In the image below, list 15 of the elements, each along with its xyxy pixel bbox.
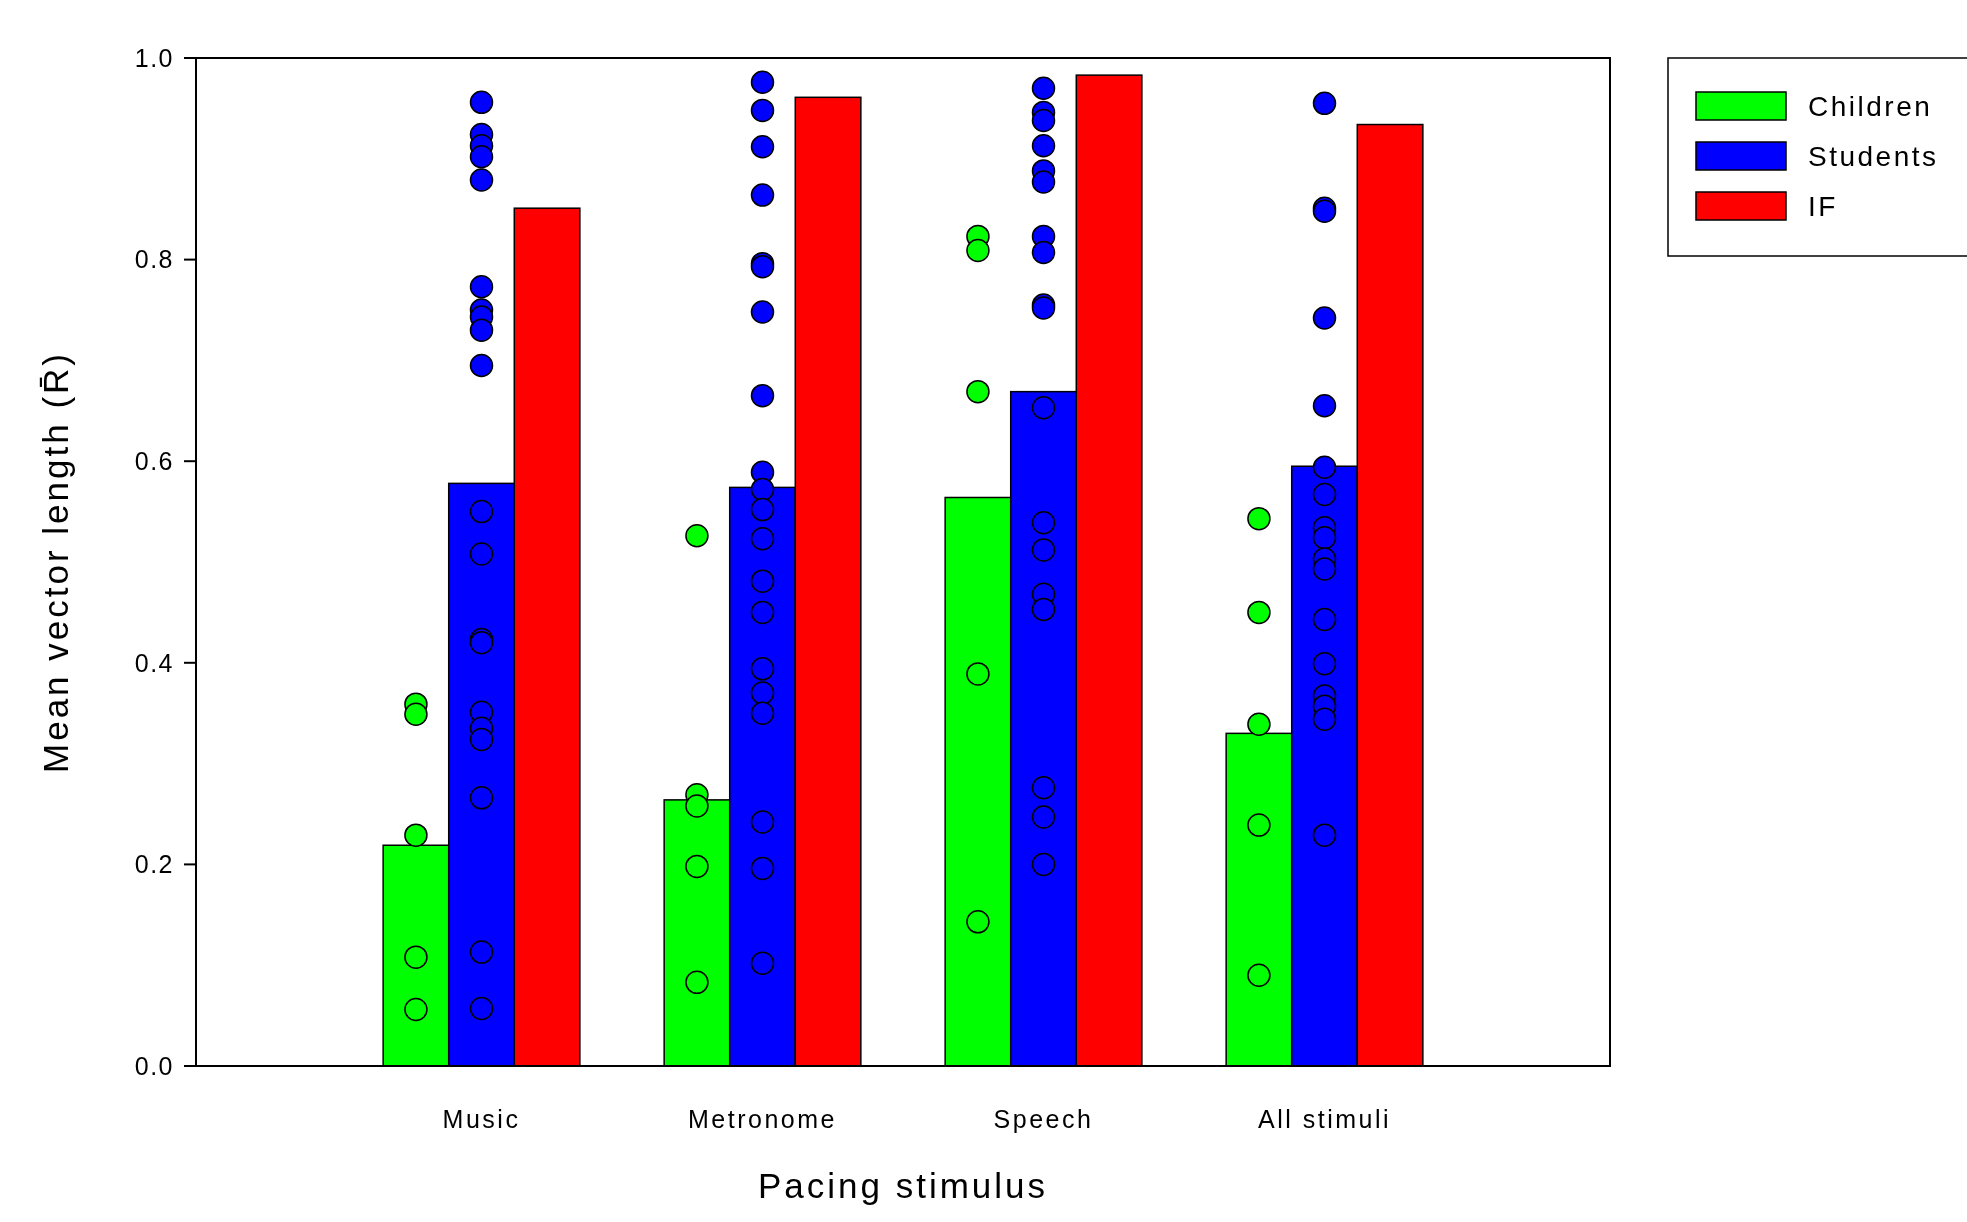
x-tick-label: All stimuli [1257,1105,1392,1133]
y-tick-label: 0.4 [134,648,174,677]
y-tick-label: 0.0 [134,1051,174,1080]
legend-label: IF [1808,190,1838,222]
y-tick-label: 1.0 [134,43,174,72]
x-tick-label: Speech [993,1105,1094,1133]
x-axis-title: Pacing stimulus [757,1166,1049,1205]
y-tick-label: 0.6 [134,446,174,475]
x-tick-label: Music [442,1105,521,1133]
legend-label: Students [1808,140,1939,172]
y-axis-title: Mean vector length (R̄) [36,351,75,773]
y-tick-label: 0.2 [134,850,174,879]
x-tick-label: Metronome [688,1105,837,1133]
legend-label: Children [1808,90,1933,122]
y-tick-label: 0.8 [134,245,174,274]
